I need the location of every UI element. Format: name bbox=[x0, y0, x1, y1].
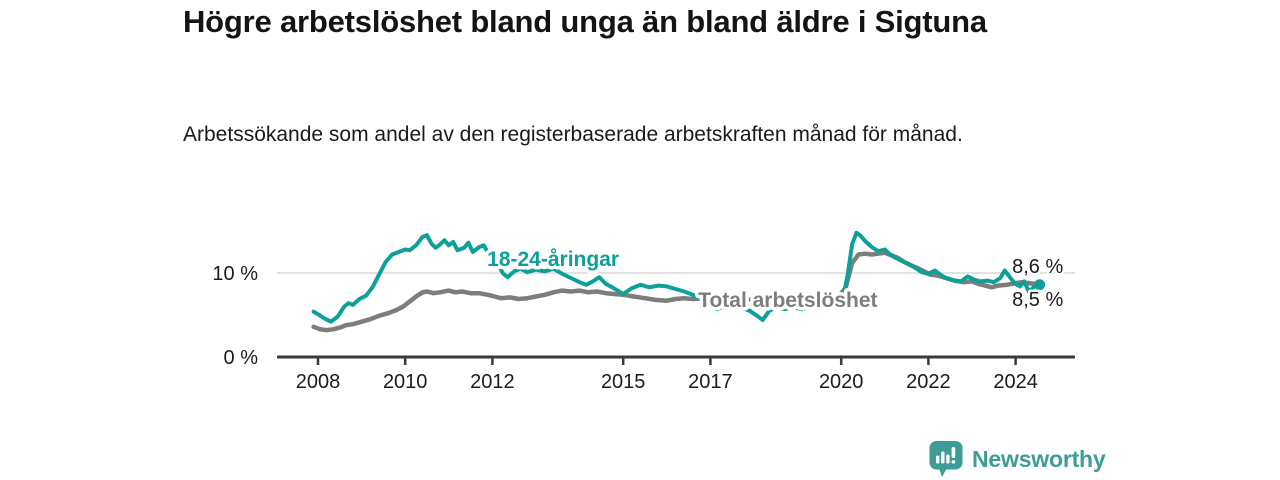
x-tick-label-2024: 2024 bbox=[993, 371, 1038, 393]
series-line-youth bbox=[311, 230, 1042, 324]
x-tick-label-2017: 2017 bbox=[688, 371, 733, 393]
x-tick-label-2012: 2012 bbox=[470, 371, 515, 393]
chart-subtitle: Arbetssökande som andel av den registerb… bbox=[183, 123, 963, 146]
page-title: Högre arbetslöshet bland unga än bland ä… bbox=[183, 4, 987, 39]
x-tick-label-2008: 2008 bbox=[296, 371, 341, 393]
x-tick-label-2010: 2010 bbox=[383, 371, 428, 393]
x-tick-label-2015: 2015 bbox=[601, 371, 646, 393]
series-line-total bbox=[311, 250, 1042, 333]
y-tick-label-10: 10 % bbox=[212, 263, 258, 285]
series-end-dot-youth bbox=[1034, 279, 1046, 291]
line-chart: 18-24-åringar Total arbetslöshet 8,6 % 8,5 … bbox=[212, 230, 1075, 393]
end-value-label-0: 8,6 % bbox=[1012, 256, 1063, 278]
end-value-label-1: 8,5 % bbox=[1012, 289, 1063, 311]
x-tick-label-2020: 2020 bbox=[819, 371, 864, 393]
brand-name: Newsworthy bbox=[972, 445, 1106, 472]
x-tick-label-2022: 2022 bbox=[906, 371, 951, 393]
series-label-1: Total arbetslöshet bbox=[698, 289, 877, 312]
brand-footer: Newsworthy bbox=[929, 440, 1106, 478]
newsworthy-logo-icon bbox=[929, 441, 963, 477]
series-label-0: 18-24-åringar bbox=[487, 248, 619, 271]
y-tick-label-0: 0 % bbox=[224, 347, 259, 369]
